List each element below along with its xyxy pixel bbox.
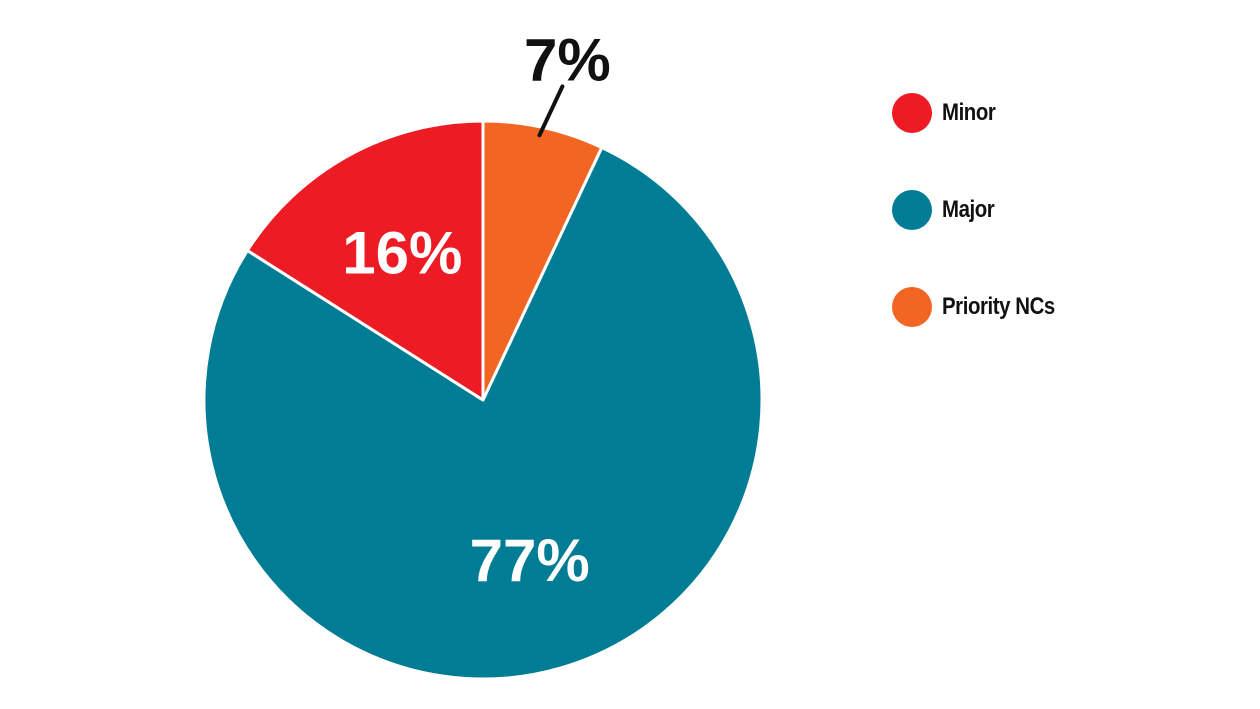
pie-slice-minor — [245, 119, 485, 402]
legend-label-minor: Minor — [942, 99, 996, 126]
legend-item-priority-ncs: Priority NCs — [892, 287, 1192, 327]
data-label-minor: 16% — [342, 219, 462, 286]
leader-line-priority-ncs — [537, 84, 565, 138]
data-label-priority-ncs: 7% — [524, 26, 611, 93]
legend-swatch-priority-ncs — [892, 287, 932, 327]
legend-item-minor: Minor — [892, 93, 1192, 133]
legend-label-priority-ncs: Priority NCs — [942, 293, 1055, 320]
legend-swatch-minor — [892, 93, 932, 133]
data-label-major: 77% — [470, 527, 590, 594]
pie-slice-major — [202, 146, 764, 681]
legend-label-major: Major — [942, 196, 995, 223]
legend-item-major: Major — [892, 190, 1192, 230]
legend: Minor Major Priority NCs — [892, 93, 1192, 384]
legend-swatch-major — [892, 190, 932, 230]
